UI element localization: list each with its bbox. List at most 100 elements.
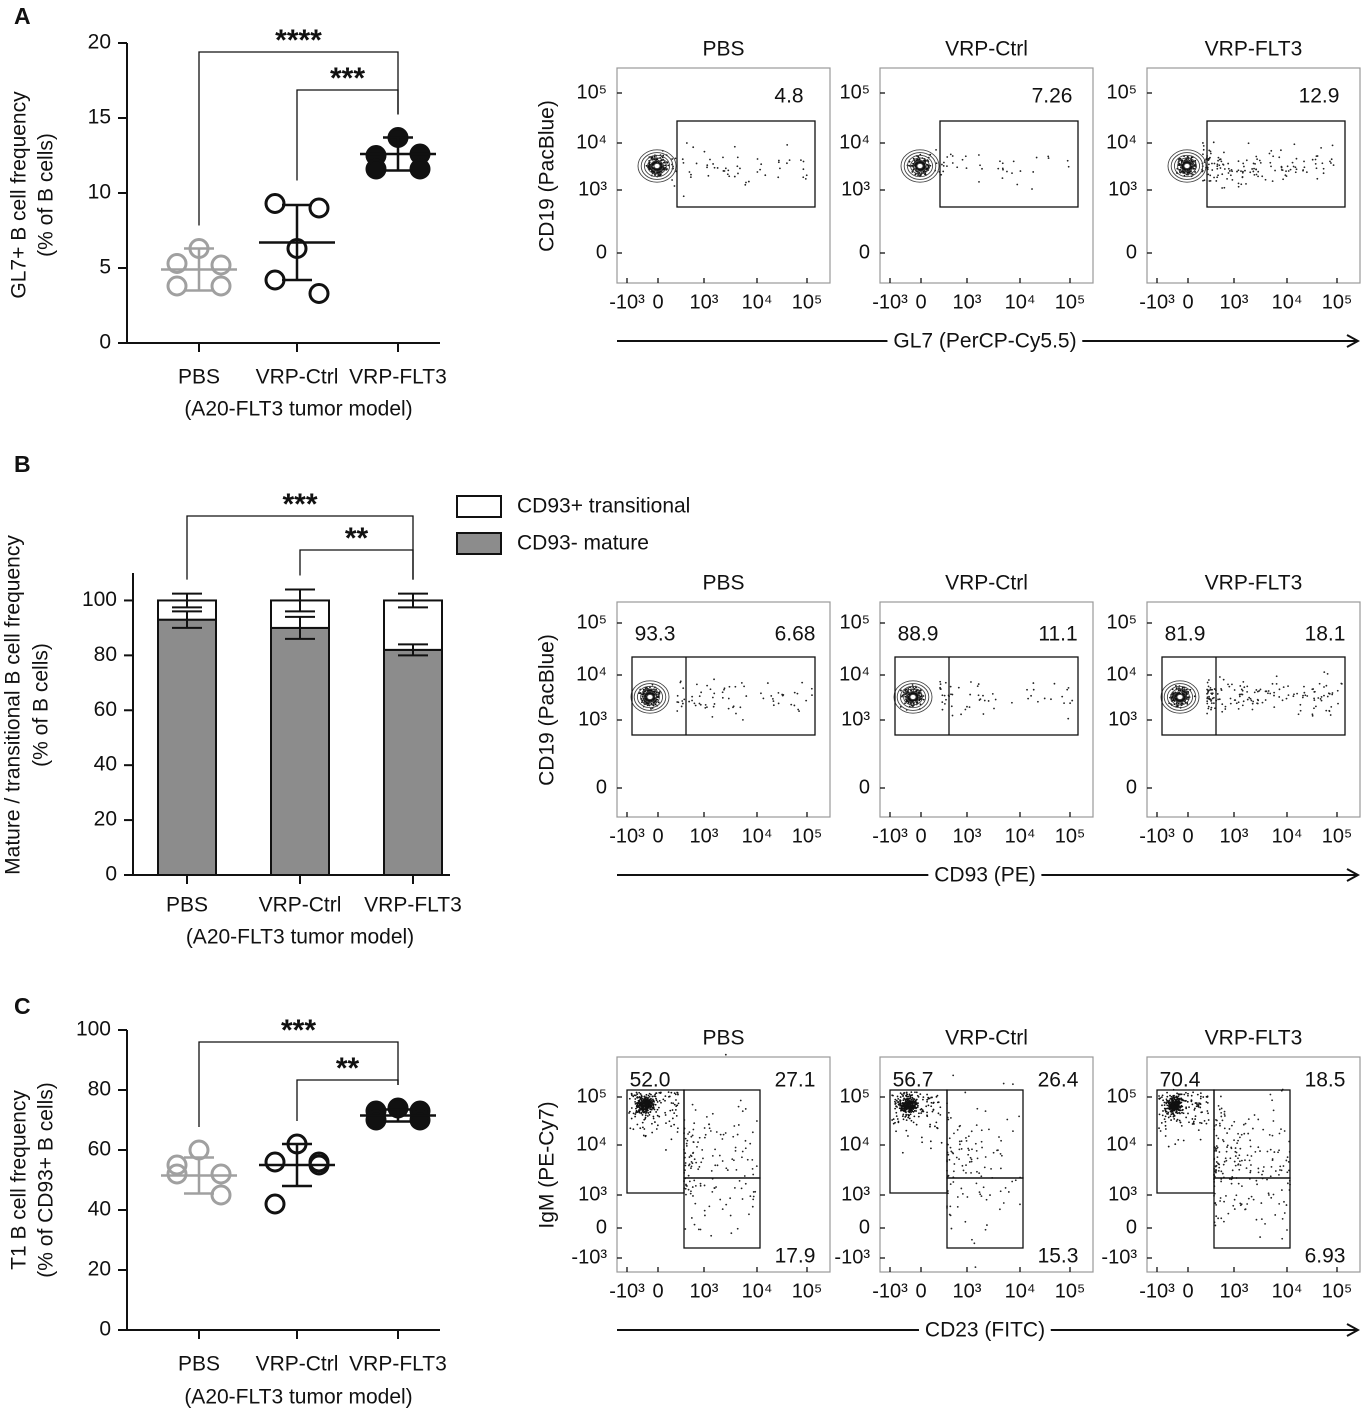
event-dot <box>1217 159 1219 162</box>
event-dot <box>724 167 727 170</box>
event-dot <box>635 1107 637 1110</box>
event-dot <box>952 1181 955 1183</box>
event-dot <box>1257 175 1259 178</box>
event-dot <box>1223 1160 1226 1163</box>
event-dot <box>943 694 946 697</box>
event-dot <box>1287 685 1289 688</box>
event-dot <box>741 1150 744 1153</box>
event-dot <box>1255 1179 1258 1182</box>
event-dot <box>1229 697 1232 700</box>
event-dot <box>1239 1204 1242 1207</box>
event-dot <box>770 695 773 697</box>
event-dot <box>1303 691 1306 694</box>
event-dot <box>1230 1124 1233 1127</box>
event-dot <box>649 1111 652 1114</box>
event-dot <box>663 167 665 170</box>
event-dot <box>1237 1139 1239 1142</box>
gate-percentage: 15.3 <box>1038 1245 1079 1268</box>
event-dot <box>1177 1100 1180 1103</box>
event-dot <box>980 1129 983 1132</box>
event-dot <box>704 1214 706 1217</box>
event-dot <box>1234 1164 1237 1167</box>
event-dot <box>1301 696 1304 699</box>
event-dot <box>927 1096 930 1099</box>
event-dot <box>1245 159 1248 162</box>
x-axis-label: (A20-FLT3 tumor model) <box>184 398 412 421</box>
event-dot <box>1286 1156 1289 1159</box>
event-dot <box>666 161 669 164</box>
event-dot <box>1159 1097 1162 1100</box>
event-dot <box>686 1139 689 1142</box>
y-tick-label: 15 <box>88 106 111 129</box>
event-dot <box>649 689 652 692</box>
event-dot <box>640 1108 642 1111</box>
event-dot <box>1269 1148 1272 1151</box>
contour <box>647 157 667 175</box>
event-dot <box>908 1109 911 1112</box>
event-dot <box>1165 1102 1168 1105</box>
flow-y-tick-label: 0 <box>596 776 607 798</box>
event-dot <box>1257 1146 1260 1149</box>
flow-x-tick-label: 10⁴ <box>1005 291 1036 313</box>
event-dot <box>1239 1136 1241 1139</box>
event-dot <box>647 1099 650 1101</box>
event-dot <box>1227 162 1230 165</box>
event-dot <box>910 1105 912 1108</box>
event-dot <box>1260 1202 1263 1204</box>
event-dot <box>1185 1099 1187 1102</box>
event-dot <box>961 1164 964 1167</box>
event-dot <box>1273 1151 1276 1153</box>
event-dot <box>1253 174 1256 176</box>
event-dot <box>1188 1121 1190 1124</box>
event-dot <box>919 1093 922 1096</box>
event-dot <box>1172 1112 1175 1115</box>
event-dot <box>1185 1107 1188 1110</box>
event-dot <box>671 179 674 181</box>
event-dot <box>642 693 644 695</box>
event-dot <box>690 173 692 176</box>
event-dot <box>922 1096 925 1099</box>
event-dot <box>908 1107 911 1109</box>
event-dot <box>737 1105 740 1108</box>
event-dot <box>926 1093 929 1096</box>
event-dot <box>709 158 711 161</box>
event-dot <box>917 1095 920 1098</box>
flow-x-tick-label: 10⁴ <box>1005 825 1036 847</box>
event-dot <box>902 1113 905 1116</box>
event-dot <box>650 689 653 692</box>
event-dot <box>1323 671 1326 674</box>
event-dot <box>1218 1108 1221 1111</box>
flow-x-tick-label: 10⁴ <box>742 291 773 313</box>
event-dot <box>903 1105 906 1107</box>
event-dot <box>1295 157 1298 160</box>
event-dot <box>1170 1105 1172 1107</box>
gate-percentage: 6.68 <box>775 623 816 646</box>
flow-x-tick-label: 10⁴ <box>1005 1280 1036 1302</box>
event-dot <box>998 1208 1001 1211</box>
event-dot <box>909 1113 912 1116</box>
event-dot <box>640 1096 643 1099</box>
event-dot <box>1170 1095 1173 1098</box>
event-dot <box>1185 688 1188 691</box>
event-dot <box>1215 1145 1218 1147</box>
flow-x-tick-label: -10³ <box>609 291 645 313</box>
event-dot <box>920 1108 923 1110</box>
event-dot <box>1181 1111 1183 1114</box>
flow-y-tick-label: 10³ <box>1108 1183 1137 1205</box>
event-dot <box>1173 1094 1175 1097</box>
gate <box>1161 656 1346 736</box>
event-dot <box>911 1096 914 1099</box>
event-dot <box>744 1139 747 1142</box>
flow-y-tick-label: 0 <box>1126 776 1137 798</box>
event-dot <box>1299 709 1302 712</box>
event-dot <box>756 1120 758 1122</box>
event-dot <box>1322 167 1325 170</box>
event-dot <box>736 165 739 168</box>
event-dot <box>945 698 947 701</box>
event-dot <box>910 1098 913 1101</box>
event-dot <box>644 1107 647 1110</box>
gate-percentage: 81.9 <box>1165 623 1206 646</box>
event-dot <box>1235 1194 1238 1197</box>
flow-x-tick-label: 0 <box>915 1280 926 1302</box>
event-dot <box>981 1146 983 1149</box>
